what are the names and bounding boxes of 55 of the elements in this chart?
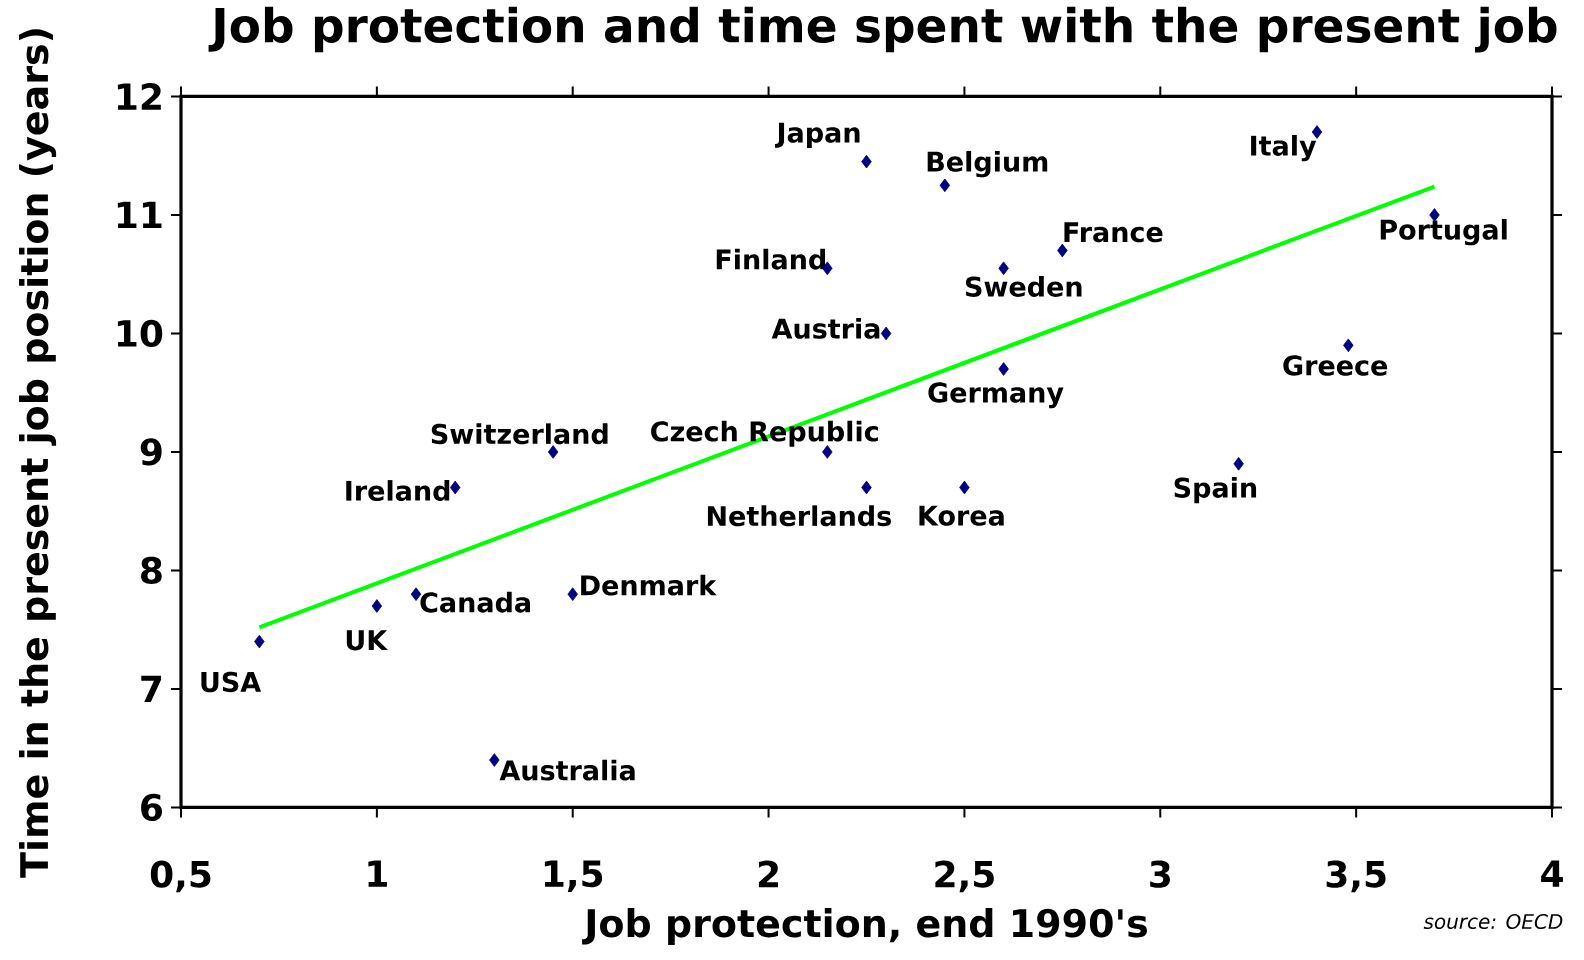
y-axis-title: Time in the present job position (years) — [19, 29, 57, 878]
point — [1057, 243, 1068, 258]
annotation: Spain — [1174, 476, 1257, 503]
x-tick-label: 3,5 — [1326, 860, 1386, 893]
chart-title: Job protection and time spent with the present job — [208, 6, 1557, 53]
point — [861, 480, 872, 495]
annotation: Switzerland — [431, 423, 608, 444]
x-tick-label: 2 — [758, 860, 778, 888]
y-tick-label: 10 — [117, 319, 163, 347]
annotation: USA — [201, 671, 262, 692]
source-note: source: OECD — [1423, 913, 1563, 929]
point — [547, 444, 559, 459]
annotation: Australia — [499, 759, 635, 781]
x-axis-title: Job protection, end 1990's — [582, 907, 1147, 945]
annotation: Finland — [716, 248, 825, 270]
x-tick-label: 3 — [1150, 860, 1170, 888]
annotation: Portugal — [1380, 218, 1507, 246]
annotation: Belgium — [927, 150, 1048, 178]
point — [998, 261, 1009, 275]
x-tick-label: 4 — [1541, 860, 1563, 887]
y-tick-label: 12 — [117, 82, 161, 110]
y-tick-label: 7 — [141, 675, 162, 702]
point — [567, 587, 578, 601]
x-tick-label: 1 — [368, 860, 387, 887]
y-tick-label: 8 — [141, 556, 162, 584]
annotation: UK — [346, 630, 388, 651]
annotation: Canada — [420, 591, 531, 613]
y-tick-label: 6 — [141, 793, 162, 821]
annotation: Austria — [771, 317, 880, 339]
annotation: Germany — [928, 382, 1064, 408]
point — [371, 598, 383, 613]
x-tick-label: 1,5 — [544, 860, 603, 892]
x-tick-label: 2,5 — [935, 860, 994, 893]
y-tick-label: 9 — [140, 438, 162, 466]
y-tick-label: 11 — [117, 201, 162, 228]
point — [998, 361, 1009, 376]
point — [880, 326, 892, 341]
annotation: Ireland — [346, 479, 450, 501]
point — [1233, 456, 1244, 471]
annotation: Sweden — [965, 275, 1082, 297]
point — [450, 480, 461, 495]
point — [1343, 338, 1354, 352]
point — [254, 634, 265, 649]
annotation: France — [1064, 222, 1163, 243]
annotation: Italy — [1251, 134, 1317, 162]
point — [489, 753, 500, 767]
annotation: Netherlands — [707, 505, 891, 526]
annotation: Denmark — [581, 574, 717, 596]
point — [861, 154, 872, 169]
point — [939, 178, 951, 192]
annotation: Japan — [775, 122, 860, 148]
annotation: Korea — [919, 505, 1004, 526]
x-tick-label: 0,5 — [150, 860, 211, 893]
point — [959, 480, 970, 495]
annotation: Greece — [1283, 355, 1388, 376]
